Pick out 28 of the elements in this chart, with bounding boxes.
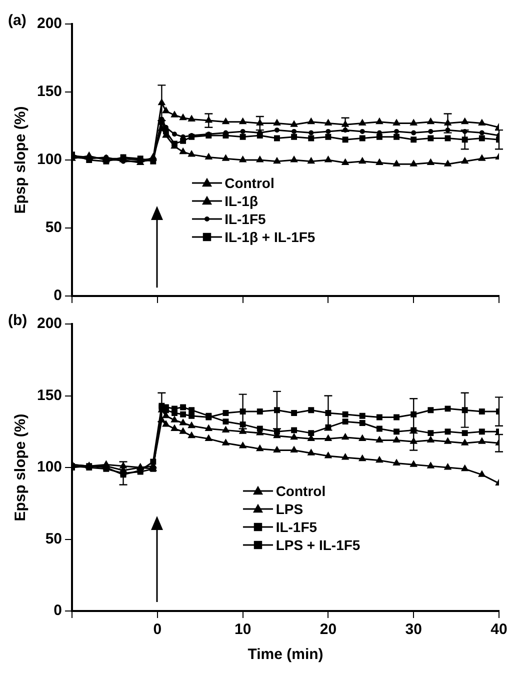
legend-label: LPS: [276, 500, 304, 518]
legend-label: IL-1β + IL-1F5: [224, 228, 316, 246]
y-tick-label: 100: [36, 151, 62, 168]
y-tick-label: 0: [54, 287, 62, 304]
legend-label: LPS + IL-1F5: [276, 536, 360, 554]
y-axis-title: Epsp slope (%): [12, 414, 30, 522]
y-tick-label: 50: [45, 219, 62, 236]
legend-label: IL-1F5: [276, 518, 318, 536]
y-tick-label: 150: [36, 83, 62, 100]
legend-label: IL-1F5: [224, 210, 266, 228]
x-tick-label: 20: [320, 621, 337, 638]
legend-label: Control: [276, 482, 326, 500]
legend-label: Control: [224, 174, 274, 192]
chart-title: (a): [8, 12, 26, 30]
x-tick-label: 0: [153, 621, 162, 638]
x-tick-label: 30: [405, 621, 422, 638]
x-tick-label: 40: [490, 621, 508, 638]
y-tick-label: 200: [36, 315, 62, 332]
y-tick-label: 200: [36, 15, 62, 32]
y-tick-label: 0: [54, 602, 62, 620]
y-axis-title: Epsp slope (%): [12, 106, 30, 214]
chart-title: (b): [8, 312, 28, 330]
x-axis-title: Time (min): [248, 646, 324, 664]
y-tick-label: 150: [36, 386, 62, 404]
legend-label: IL-1β: [224, 192, 258, 210]
y-tick-label: 100: [36, 458, 62, 476]
y-tick-label: 50: [45, 530, 62, 548]
x-tick-label: 10: [234, 621, 252, 638]
